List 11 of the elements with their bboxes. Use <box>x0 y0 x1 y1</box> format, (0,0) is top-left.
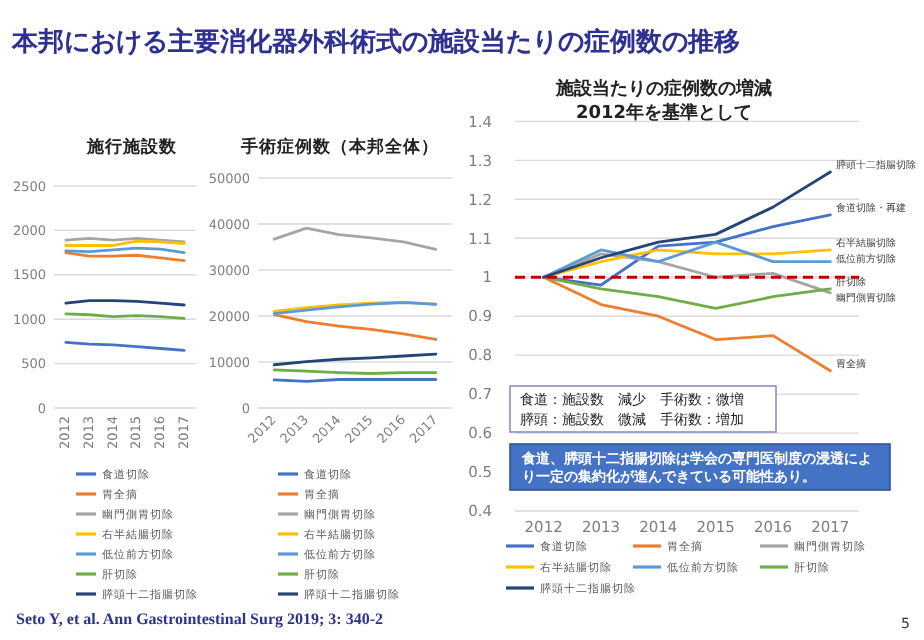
line-series <box>542 275 832 310</box>
line-series <box>542 240 832 279</box>
chart-title: 施行施設数 <box>85 136 179 158</box>
text: Seto Y, et al. Ann Gastrointestinal Surg 2019; 3: 340-2 <box>16 610 383 628</box>
line-series <box>542 275 832 373</box>
chart-title: 施設当たりの症例数の増減 2012年を基準として <box>554 76 772 124</box>
line-series <box>542 170 832 279</box>
chart-title: 手術症例数（本邦全体） <box>239 136 439 158</box>
line-series <box>272 313 438 341</box>
line-series <box>272 226 438 251</box>
text: 本邦における主要消化器外科術式の施設当たりの症例数の推移 <box>10 26 740 58</box>
